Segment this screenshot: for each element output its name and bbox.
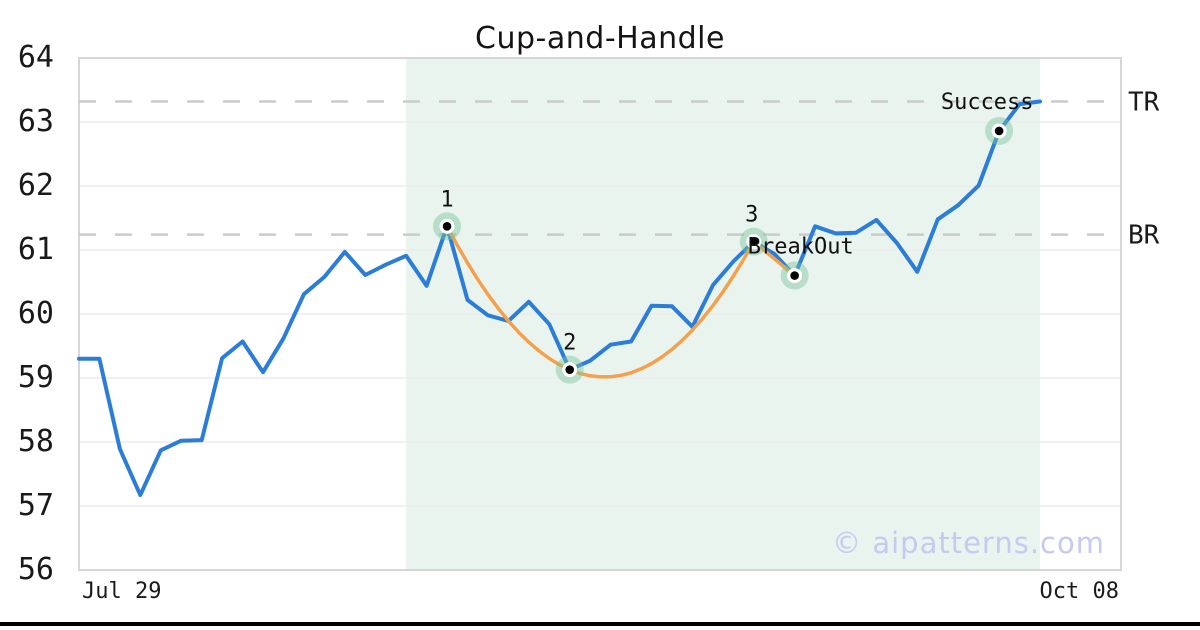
y-tick-59: 59 xyxy=(17,360,54,395)
plot-border xyxy=(78,57,1122,571)
y-tick-63: 63 xyxy=(17,104,54,139)
bottom-border-bar xyxy=(0,622,1200,626)
marker-dot xyxy=(749,237,759,246)
annotation-2: 2 xyxy=(563,331,576,356)
level-label-tr: TR xyxy=(1128,88,1160,118)
price-line xyxy=(77,99,1042,498)
level-label-br: BR xyxy=(1128,221,1160,251)
watermark: © aipatterns.com xyxy=(832,526,1105,560)
marker-dot xyxy=(565,365,575,374)
annotation-breakout: BreakOut xyxy=(748,235,854,260)
annotation-1: 1 xyxy=(440,187,453,212)
y-tick-62: 62 xyxy=(17,168,54,203)
y-tick-58: 58 xyxy=(17,424,54,459)
marker-dot xyxy=(442,222,452,231)
y-tick-60: 60 xyxy=(17,296,54,331)
y-tick-56: 56 xyxy=(17,552,54,587)
y-tick-61: 61 xyxy=(17,232,54,267)
y-tick-57: 57 xyxy=(17,488,54,523)
annotation-success: Success xyxy=(941,90,1034,115)
cup-handle-pattern-line xyxy=(445,224,797,379)
annotation-3: 3 xyxy=(745,203,758,228)
marker-dot xyxy=(994,126,1004,136)
marker-dot xyxy=(790,271,799,280)
y-tick-64: 64 xyxy=(17,40,54,75)
chart-title: Cup-and-Handle xyxy=(475,21,725,56)
x-tick-oct-08: Oct 08 xyxy=(1039,579,1119,604)
x-tick-jul-29: Jul 29 xyxy=(82,579,162,604)
